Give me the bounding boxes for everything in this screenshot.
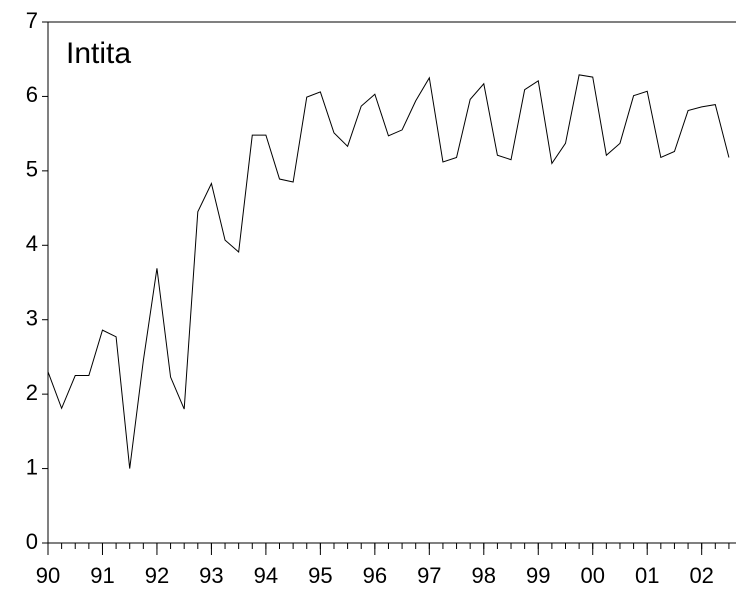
y-tick-label: 6 bbox=[26, 82, 38, 107]
x-tick-label: 90 bbox=[36, 563, 60, 588]
y-tick-label: 5 bbox=[26, 157, 38, 182]
x-tick-label: 99 bbox=[526, 563, 550, 588]
x-tick-label: 93 bbox=[199, 563, 223, 588]
y-tick-label: 3 bbox=[26, 306, 38, 331]
y-tick-label: 1 bbox=[26, 454, 38, 479]
x-tick-label: 02 bbox=[689, 563, 713, 588]
x-tick-label: 94 bbox=[254, 563, 278, 588]
x-tick-label: 01 bbox=[635, 563, 659, 588]
x-tick-label: 98 bbox=[472, 563, 496, 588]
y-tick-label: 2 bbox=[26, 380, 38, 405]
series-line bbox=[47, 74, 730, 469]
x-tick-label: 92 bbox=[145, 563, 169, 588]
x-tick-label: 97 bbox=[417, 563, 441, 588]
y-tick-label: 7 bbox=[26, 8, 38, 33]
annotation: Intita bbox=[66, 37, 131, 70]
x-tick-label: 95 bbox=[308, 563, 332, 588]
x-tick-label: 00 bbox=[580, 563, 604, 588]
y-tick-label: 0 bbox=[26, 529, 38, 554]
y-tick-label: 4 bbox=[26, 231, 38, 256]
x-tick-label: 91 bbox=[90, 563, 114, 588]
x-tick-label: 96 bbox=[363, 563, 387, 588]
